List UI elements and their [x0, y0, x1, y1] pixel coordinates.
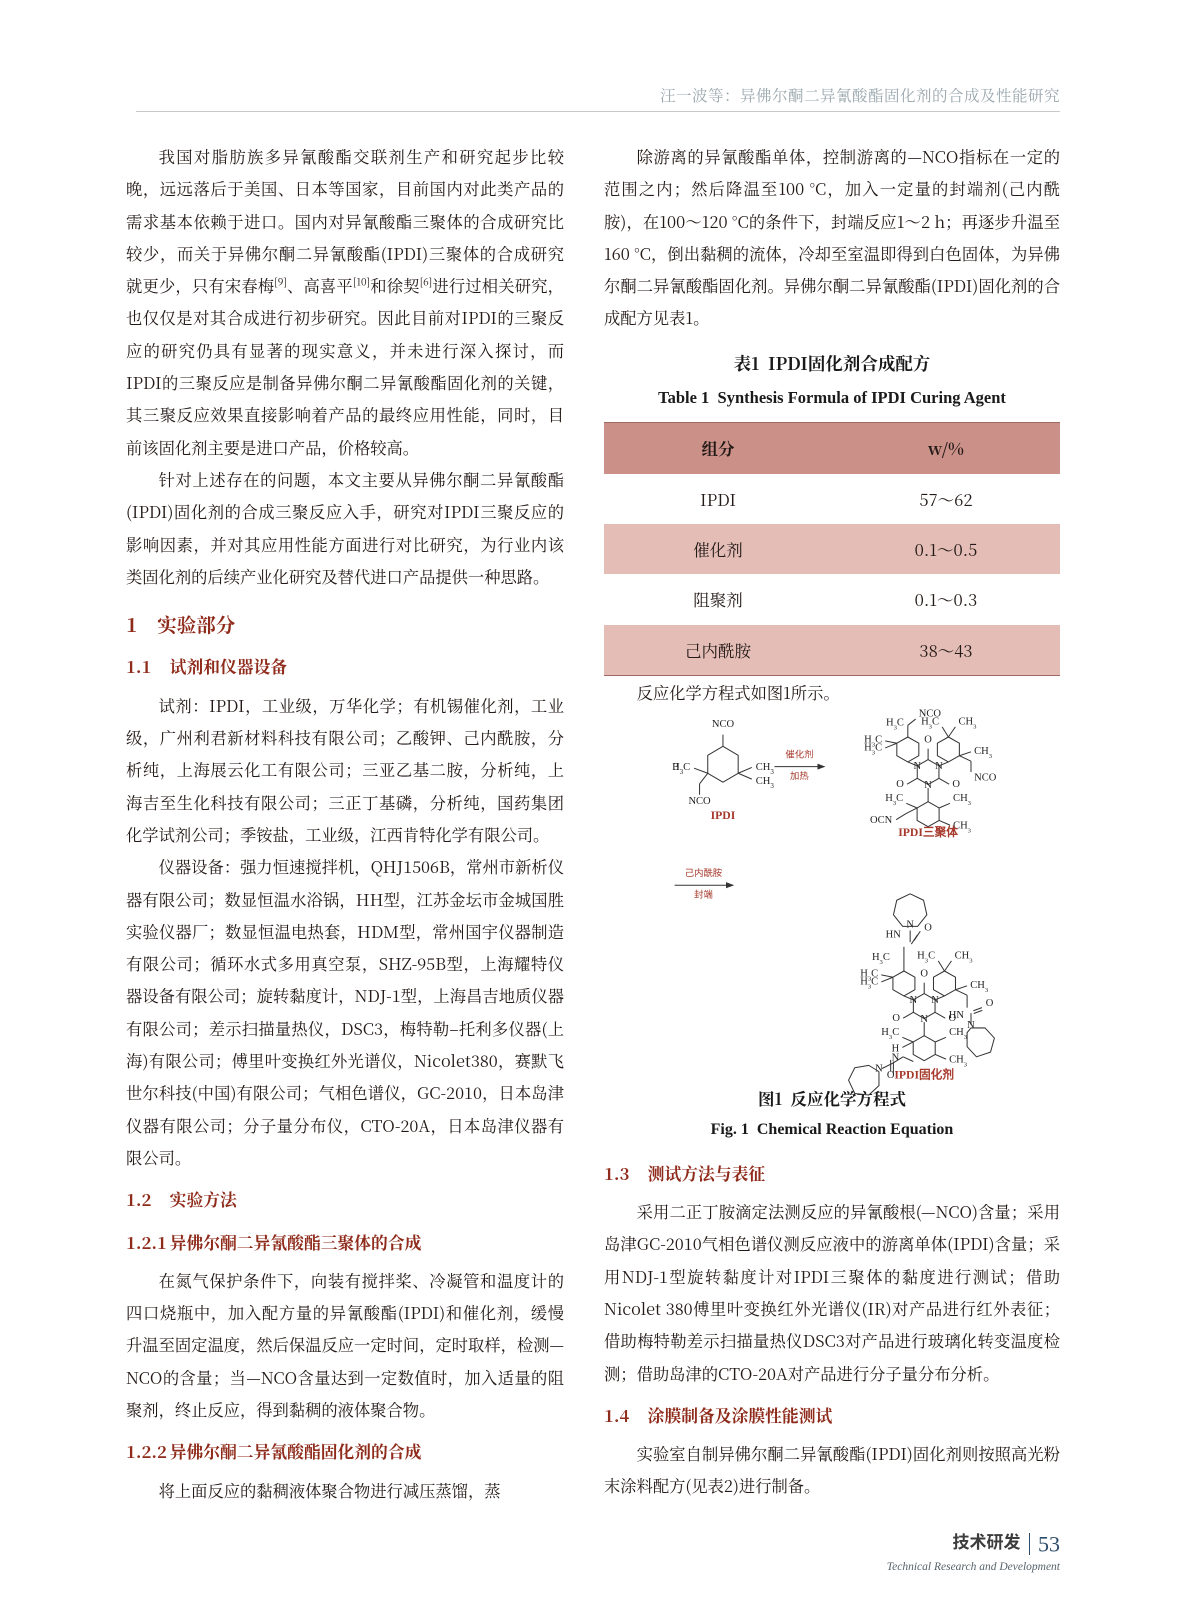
- svg-text:CH3: CH3: [970, 980, 989, 993]
- svg-text:N: N: [910, 995, 918, 1006]
- svg-text:H3C: H3C: [885, 793, 903, 807]
- svg-text:O: O: [952, 779, 960, 790]
- svg-text:N: N: [892, 1053, 900, 1064]
- svg-text:H3C: H3C: [917, 951, 935, 965]
- svg-text:NCO: NCO: [688, 796, 711, 807]
- svg-text:OCN: OCN: [870, 815, 893, 826]
- svg-text:N: N: [967, 1020, 975, 1031]
- svg-text:O: O: [920, 969, 928, 980]
- svg-text:CH3: CH3: [756, 762, 775, 776]
- svg-text:CH3: CH3: [953, 793, 972, 807]
- svg-text:IPDI: IPDI: [711, 809, 736, 822]
- svg-text:H3C: H3C: [872, 952, 890, 966]
- svg-text:封端: 封端: [694, 889, 713, 901]
- svg-text:CH3: CH3: [949, 1027, 968, 1041]
- svg-text:N: N: [906, 919, 914, 930]
- svg-text:NCO: NCO: [712, 719, 735, 730]
- svg-text:HN: HN: [949, 1010, 965, 1021]
- svg-text:加热: 加热: [790, 770, 809, 782]
- svg-text:N: N: [935, 761, 943, 772]
- svg-text:H3C: H3C: [881, 1027, 899, 1041]
- svg-text:IPDI三聚体: IPDI三聚体: [898, 825, 958, 839]
- svg-text:CH3: CH3: [756, 776, 775, 790]
- svg-text:己内酰胺: 己内酰胺: [685, 867, 722, 879]
- svg-text:HN: HN: [886, 930, 902, 941]
- svg-text:CH3: CH3: [959, 717, 978, 731]
- svg-text:CH3: CH3: [974, 746, 993, 760]
- svg-text:CH3: CH3: [955, 951, 974, 965]
- svg-text:O: O: [924, 923, 932, 934]
- svg-text:O: O: [924, 735, 932, 746]
- svg-text:O: O: [892, 1013, 900, 1024]
- svg-text:N: N: [913, 761, 921, 772]
- svg-text:H3C: H3C: [886, 717, 904, 731]
- svg-text:IPDI固化剂: IPDI固化剂: [894, 1068, 954, 1082]
- svg-text:CH3: CH3: [949, 1054, 968, 1068]
- svg-text:NCO: NCO: [974, 773, 997, 784]
- svg-text:3: 3: [674, 762, 679, 773]
- svg-text:催化剂: 催化剂: [785, 748, 813, 760]
- svg-text:O: O: [986, 998, 994, 1009]
- svg-text:N: N: [931, 995, 939, 1006]
- svg-text:O: O: [896, 779, 904, 790]
